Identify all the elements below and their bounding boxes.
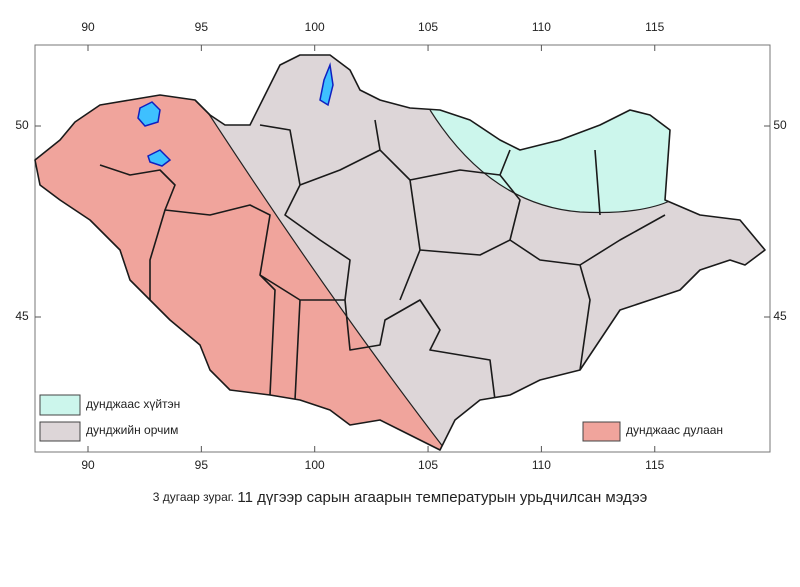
legend-label: дунджаас дулаан (626, 423, 723, 437)
x-tick-label: 100 (305, 20, 325, 34)
legend-swatch (39, 421, 81, 442)
x-tick-label: 90 (81, 458, 95, 472)
caption-label: 3 дугаар зураг. (153, 490, 234, 504)
x-tick-label: 100 (305, 458, 325, 472)
y-tick-label: 45 (773, 309, 787, 323)
caption-text: 11 дүгээр сарын агаарын температурын урь… (237, 489, 647, 506)
x-tick-label: 115 (645, 458, 664, 472)
y-tick-label: 50 (773, 118, 787, 132)
graticule: 90 90 95 95 100 100 105 105 110 110 115 115 50 50 45 45 (15, 20, 787, 472)
x-tick-label: 90 (81, 20, 95, 34)
lake (147, 149, 172, 167)
x-tick-label: 105 (418, 458, 438, 472)
zone-boundary (204, 107, 448, 450)
lake (319, 62, 334, 107)
x-tick-label: 110 (532, 458, 551, 472)
x-tick-label: 95 (195, 458, 209, 472)
province-border (99, 119, 666, 401)
y-tick-label: 45 (15, 309, 29, 323)
x-tick-label: 105 (418, 20, 438, 34)
zone-boundary (429, 109, 673, 214)
x-tick-label: 115 (645, 20, 664, 34)
caption: 3 дугаар зураг. 11 дүгээр сарын агаарын … (153, 489, 648, 506)
y-tick-label: 50 (15, 118, 29, 132)
x-tick-label: 110 (532, 20, 551, 34)
legend-swatch (39, 394, 81, 416)
legend-label: дунджийн орчим (86, 423, 178, 437)
legend-label: дунджаас хүйтэн (86, 397, 180, 411)
legend-swatch (582, 421, 621, 442)
lake (137, 101, 161, 127)
x-tick-label: 95 (195, 20, 209, 34)
